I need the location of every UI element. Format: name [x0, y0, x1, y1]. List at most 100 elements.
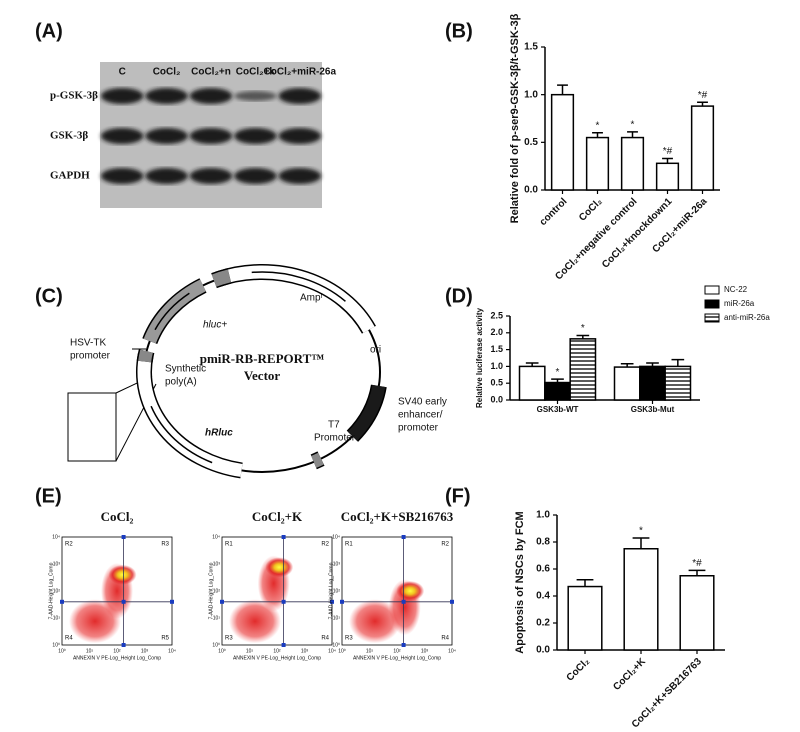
- error-bar: [551, 378, 564, 383]
- panel-label: (B): [445, 20, 473, 42]
- amp-label: Ampʳ: [300, 293, 324, 304]
- y-tick-label: 10⁰: [332, 642, 340, 648]
- quadrant-label: R2: [321, 542, 329, 548]
- significance: *: [581, 323, 585, 334]
- blot-band: [234, 128, 277, 144]
- y-tick-label: 0.5: [524, 137, 538, 148]
- y-tick-label: 1.5: [524, 42, 538, 53]
- y-tick-label: 1.0: [536, 510, 550, 521]
- y-tick-label: 0.5: [490, 378, 503, 388]
- y-tick-label: 10³: [333, 561, 341, 567]
- gate-handle: [281, 599, 286, 604]
- significance: *: [631, 119, 635, 130]
- x-tick-label: 10²: [393, 648, 401, 654]
- y-tick-label: 10⁴: [52, 534, 60, 540]
- x-axis-label: ANNEXIN V PE-Log_Height Log_Comp: [353, 655, 441, 661]
- y-axis-label: Relative luciferase activity: [475, 307, 484, 408]
- vector-arrow: [150, 405, 213, 464]
- gate-handle: [170, 599, 174, 604]
- significance: *#: [698, 90, 708, 101]
- y-axis-label: 7-AAD-Height Log_Comp: [48, 562, 54, 619]
- cell-hotspot: [265, 557, 294, 578]
- blot-band: [145, 128, 188, 144]
- blot-band: [234, 91, 277, 101]
- bar: [585, 136, 610, 191]
- error-bar: [662, 157, 673, 164]
- panel-label: (E): [35, 485, 62, 507]
- bar: [664, 365, 692, 401]
- y-tick-label: 0.6: [536, 564, 550, 575]
- row-label: GAPDH: [50, 170, 90, 182]
- lane-label: CoCl₂: [153, 67, 181, 78]
- legend-swatch: [704, 285, 720, 295]
- blot-band: [145, 88, 188, 104]
- x-tick-label: 10⁰: [58, 648, 66, 654]
- legend-label: anti-miR-26a: [724, 313, 770, 322]
- vector-arrow: [154, 292, 190, 331]
- polya-label: poly(A): [165, 377, 197, 388]
- y-tick-label: 10⁰: [52, 642, 60, 648]
- x-tick-label: 10¹: [366, 648, 374, 654]
- flow-title: CoCl₂: [101, 509, 134, 524]
- y-tick-label: 10²: [333, 588, 341, 594]
- quadrant-label: R3: [345, 636, 353, 642]
- gate-handle: [330, 599, 334, 604]
- blot-band: [100, 168, 144, 184]
- vector-title: pmiR-RB-REPORT™: [200, 351, 325, 366]
- gate-handle: [220, 599, 224, 604]
- legend-label: NC-22: [724, 285, 748, 294]
- hsv-label: HSV-TK: [70, 338, 106, 349]
- gate-handle: [60, 599, 64, 604]
- quadrant-label: R1: [225, 542, 233, 548]
- y-tick-label: 10⁰: [212, 642, 220, 648]
- y-axis-label: 7-AAD-Height Log_Comp: [328, 562, 334, 619]
- quadrant-label: R2: [65, 542, 73, 548]
- y-tick-label: 10⁴: [332, 534, 340, 540]
- charts: (B) Relative fold of p-ser9-GSK-3β/t-GSK-…: [445, 13, 770, 730]
- vector-segment: [347, 384, 386, 441]
- x-axis-label: ANNEXIN V PE-Log_Height Log_Comp: [73, 655, 161, 661]
- vector-arrow: [251, 271, 346, 302]
- y-tick-label: 1.0: [490, 361, 503, 371]
- y-tick-label: 2.5: [490, 310, 503, 320]
- blot-band: [145, 168, 188, 184]
- x-tick-label: 10⁰: [218, 648, 226, 654]
- cell-cloud: [229, 599, 281, 644]
- x-tick-label: CoCl₂: [577, 196, 604, 223]
- lane-label: CoCl₂+miR-26a: [264, 67, 337, 78]
- gate-handle: [281, 643, 286, 647]
- flow-title: CoCl₂+K: [252, 509, 303, 524]
- row-label: p-GSK-3β: [50, 90, 98, 102]
- x-tick-label: 10⁴: [328, 648, 336, 654]
- y-tick-label: 0.2: [536, 618, 550, 629]
- gate-handle: [450, 599, 454, 604]
- bar: [690, 105, 715, 191]
- y-tick-label: 10³: [53, 561, 61, 567]
- polya-label: Synthetic: [165, 364, 206, 375]
- y-tick-label: 0.0: [536, 645, 550, 656]
- legend-swatch: [704, 299, 720, 309]
- error-bar: [576, 579, 594, 587]
- gate-handle: [121, 643, 126, 647]
- blot-band: [278, 88, 322, 104]
- lane-label: CoCl₂+k: [236, 67, 276, 78]
- x-tick-label: CoCl₂+K: [611, 656, 648, 693]
- blot-band: [278, 128, 322, 144]
- y-tick-label: 10⁴: [212, 534, 220, 540]
- bar: [655, 162, 680, 191]
- error-bar: [620, 362, 634, 368]
- vector-map: pmiR-RB-REPORT™ Vector Ampʳ hluc+ ori SV40 ea…: [67, 264, 447, 479]
- sv40-label: promoter: [398, 423, 439, 434]
- error-bar: [688, 569, 706, 576]
- vector-segment: [211, 269, 232, 287]
- bar: [518, 365, 546, 401]
- x-tick-label: 10¹: [246, 648, 254, 654]
- significance: *: [596, 120, 600, 131]
- x-axis-label: ANNEXIN V PE-Log_Height Log_Comp: [233, 655, 321, 661]
- y-tick-label: 1.5: [490, 344, 503, 354]
- x-tick-label: 10⁰: [338, 648, 346, 654]
- significance: *#: [663, 146, 673, 157]
- y-axis-label: 7-AAD-Height Log_Comp: [208, 562, 214, 619]
